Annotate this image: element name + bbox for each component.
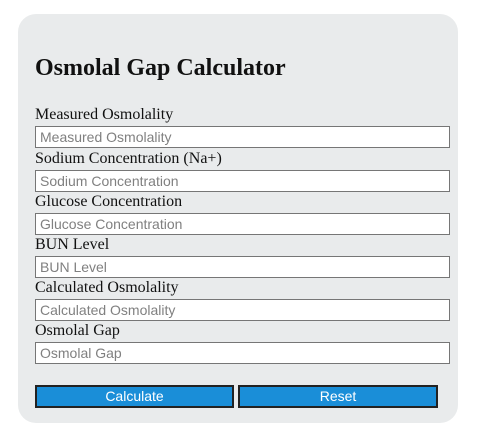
calculate-button[interactable]: Calculate xyxy=(35,385,234,408)
osmolal-gap-label: Osmolal Gap xyxy=(35,322,120,339)
calculated-osmolality-input[interactable] xyxy=(35,299,450,321)
bun-level-input[interactable] xyxy=(35,256,450,278)
measured-osmolality-input[interactable] xyxy=(35,126,450,148)
sodium-concentration-label: Sodium Concentration (Na+) xyxy=(35,150,222,167)
reset-button[interactable]: Reset xyxy=(238,385,438,408)
glucose-concentration-label: Glucose Concentration xyxy=(35,193,183,210)
glucose-concentration-input[interactable] xyxy=(35,213,450,235)
calculator-card: Osmolal Gap Calculator Measured Osmolali… xyxy=(18,14,458,423)
calculated-osmolality-label: Calculated Osmolality xyxy=(35,279,179,296)
bun-level-label: BUN Level xyxy=(35,236,110,253)
measured-osmolality-label: Measured Osmolality xyxy=(35,106,174,123)
calculator-title: Osmolal Gap Calculator xyxy=(35,55,286,81)
sodium-concentration-input[interactable] xyxy=(35,170,450,192)
osmolal-gap-input[interactable] xyxy=(35,342,450,364)
